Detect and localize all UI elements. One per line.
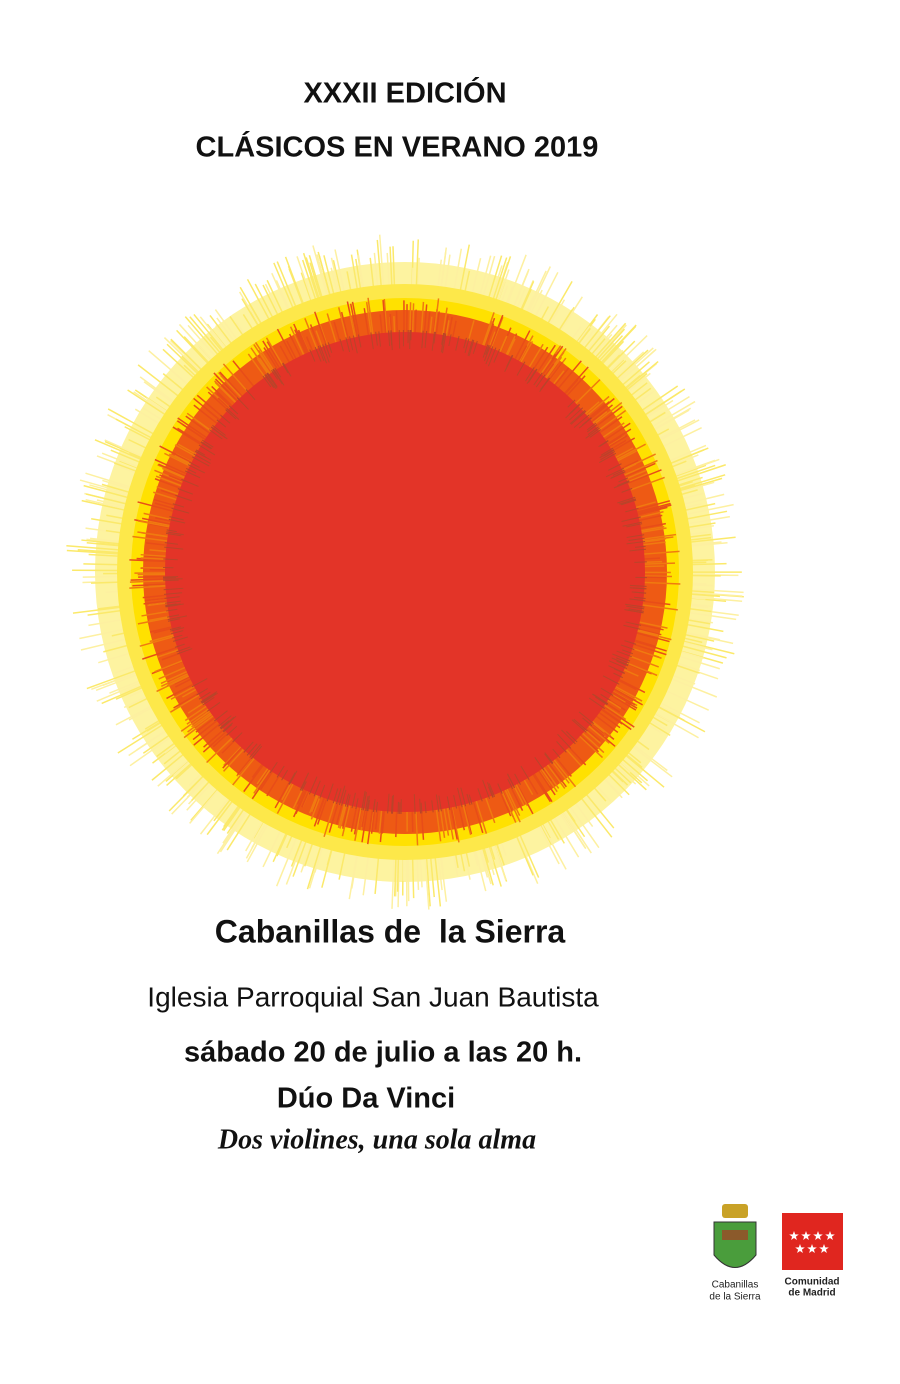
- program: Dos violines, una sola alma: [217, 1124, 536, 1155]
- ray: [83, 564, 120, 565]
- flag: [782, 1213, 843, 1270]
- ray: [83, 577, 120, 578]
- ray: [163, 579, 182, 580]
- ray: [634, 562, 646, 563]
- venue: Iglesia Parroquial San Juan Bautista: [147, 981, 599, 1012]
- region-logo: Comunidad de Madrid: [782, 1213, 843, 1299]
- region-logo-text: Comunidad: [785, 1277, 840, 1288]
- ray: [163, 580, 178, 581]
- performers: Dúo Da Vinci: [277, 1083, 455, 1115]
- town-logo-text: Cabanillas: [712, 1280, 759, 1291]
- ray: [690, 564, 727, 565]
- shield: [714, 1222, 756, 1268]
- ray: [690, 560, 713, 561]
- crown: [722, 1204, 748, 1218]
- town: Cabanillas de la Sierra: [215, 913, 566, 949]
- date: sábado 20 de julio a las 20 h.: [184, 1037, 582, 1069]
- core: [165, 332, 645, 812]
- region-logo-text: de Madrid: [788, 1288, 835, 1299]
- title: CLÁSICOS EN VERANO 2019: [196, 130, 599, 164]
- edition: XXXII EDICIÓN: [303, 76, 506, 110]
- ray: [690, 585, 714, 586]
- ray: [398, 857, 399, 892]
- shield-detail: [722, 1230, 748, 1240]
- town-logo-text: de la Sierra: [709, 1292, 761, 1303]
- ray: [91, 582, 120, 583]
